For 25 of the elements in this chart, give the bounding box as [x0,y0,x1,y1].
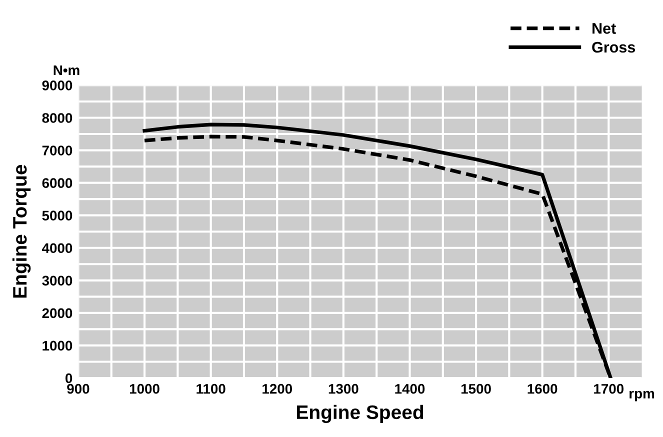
x-tick-label: 1500 [461,384,491,394]
x-tick-label: 1100 [196,384,226,394]
y-tick-label: 4000 [42,243,72,254]
y-tick-label: 8000 [42,113,72,123]
x-tick-label: 1700 [594,384,624,394]
y-tick-label: 7000 [42,146,72,156]
y-tick-label: 1000 [42,340,72,351]
x-tick-label: 1200 [262,384,292,394]
x-tick-label: 1000 [130,384,160,394]
text: rpm [630,390,654,402]
y-tick-label: 5000 [42,210,72,221]
x-tick-label: 1400 [395,384,425,394]
y-tick-label: 0 [66,373,72,384]
y-tick-label: 9000 [42,80,72,90]
y-axis-title: Engine Torque [12,164,31,298]
text: N•m [54,65,80,76]
x-axis-title: Engine Speed [297,404,424,424]
y-tick-label: 3000 [42,276,72,286]
x-tick-label: 900 [67,384,90,394]
x-tick-label: 1600 [528,384,558,394]
y-tick-label: 2000 [42,308,72,318]
x-tick-label: 1300 [328,384,358,394]
legend-label: Gross [592,42,636,53]
y-tick-label: 6000 [42,178,72,188]
legend-label: Net [592,23,616,34]
